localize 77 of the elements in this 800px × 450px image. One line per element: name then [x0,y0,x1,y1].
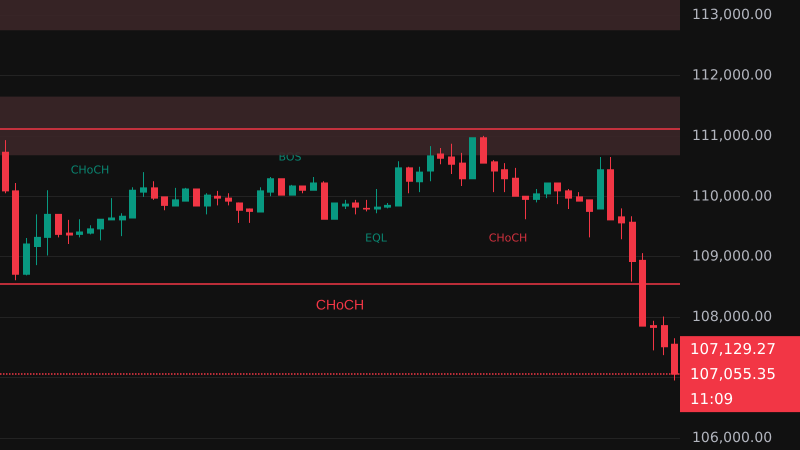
candlestick [427,146,434,182]
candlestick [257,186,264,213]
candlestick [129,186,136,219]
y-tick-label: 112,000.00 [692,68,772,84]
text: 11:09 [690,390,734,408]
candlestick [363,199,370,212]
candlestick [161,196,168,211]
annotation: CHoCH [70,164,110,176]
annotation: CHoCH [488,232,528,244]
candlestick [491,160,498,193]
y-tick-label: 110,000.00 [692,188,772,204]
candlestick [44,190,51,256]
candlestick [406,166,413,194]
candlestick [267,176,274,197]
candlestick [661,316,668,356]
candlestick [246,208,253,224]
annotation: BOS [278,150,302,164]
candlestick [554,182,561,205]
candlestick [607,156,614,220]
candlestick [204,192,211,215]
candlestick [469,137,476,180]
candlestick [193,188,200,206]
candlestick [12,182,19,281]
candlestick [480,135,487,164]
candlestick [151,180,158,200]
candlestick [76,218,83,238]
ref-line-label: CHoCH [316,296,364,312]
candlestick [87,224,94,235]
candlestick [352,199,359,215]
y-tick-label: 106,000.00 [692,430,772,446]
ref-line-label: 107,055.35 [690,365,776,384]
candlestick [576,192,583,202]
candlestick [618,208,625,240]
annotation: EQL [365,232,388,244]
candlestick [182,187,189,202]
candlestick [140,172,147,198]
candlestick [374,188,381,214]
candlestick [172,187,179,206]
candlestick [650,320,657,351]
candlestick [501,162,508,193]
candlestick [236,202,243,224]
candlestick [342,199,349,210]
candlestick [416,166,423,193]
y-tick-label: 108,000.00 [692,309,772,326]
candlestick [384,202,391,209]
text: 107,129.27 [690,340,776,358]
candlestick [66,219,73,245]
candlestick [629,216,636,282]
candlestick [2,140,9,194]
candlestick [448,143,455,174]
candlestick [395,160,402,206]
candlestick [321,180,328,220]
candlestick [586,199,593,238]
candlestick [278,178,285,196]
candlestick [310,176,317,191]
candlestick [23,237,30,276]
candlestick [119,212,126,237]
y-tick-label: 113,000.00 [692,7,772,24]
y-tick-label: 109,000.00 [692,248,772,265]
candlestick [597,156,604,210]
candlestick [459,152,466,187]
candlestick [108,198,115,220]
candlestick [331,202,338,220]
candlestick [214,190,221,206]
candlestick [512,167,519,197]
candlestick [289,184,296,196]
candlestick [522,196,529,220]
candlestick [34,214,41,266]
y-tick-label: 111,000.00 [692,128,772,144]
candlestick [97,218,104,241]
candlestick [544,182,551,199]
candlestick [299,186,306,194]
candlestick [565,188,572,210]
candlestick [225,192,232,206]
candlestick [55,214,62,238]
candlestick [437,147,444,165]
candlestick [533,188,540,203]
